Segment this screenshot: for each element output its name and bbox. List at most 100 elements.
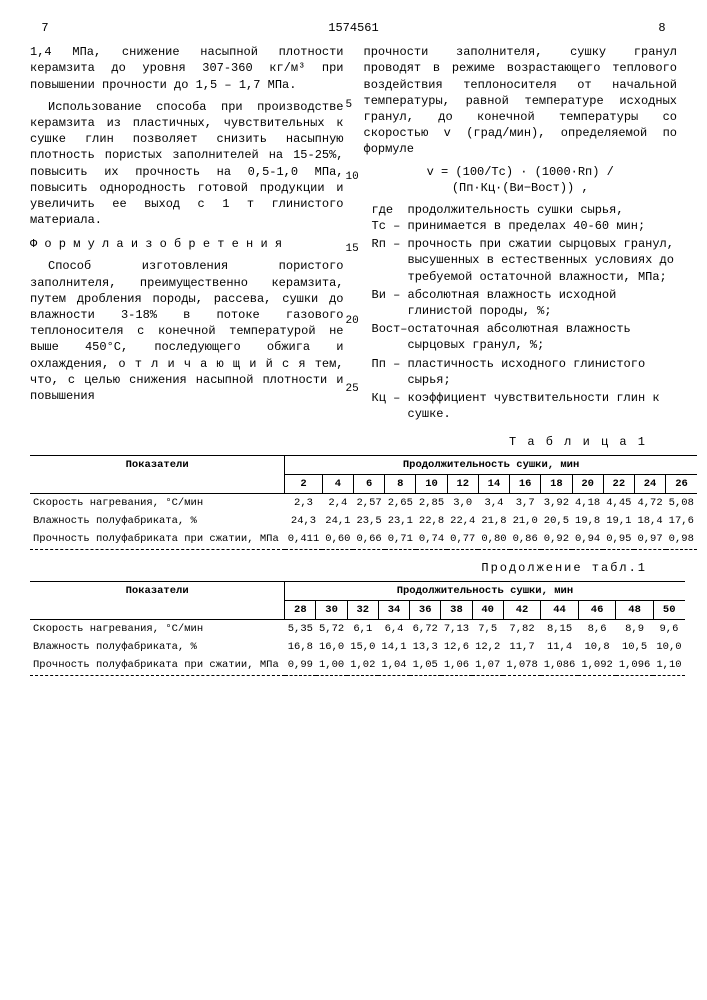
cell: 16,0: [316, 638, 347, 656]
col-header: 32: [347, 600, 378, 619]
table-row: Прочность полуфабриката при сжатии, МПа0…: [30, 530, 697, 548]
cell: 1,00: [316, 656, 347, 674]
cell: 5,08: [666, 493, 697, 512]
cell: 23,5: [353, 512, 384, 530]
cell: 1,086: [541, 656, 579, 674]
doc-number: 1574561: [60, 20, 647, 36]
row-label: Скорость нагревания, °С/мин: [30, 493, 285, 512]
cell: 4,72: [634, 493, 665, 512]
def-sym: Ви –: [372, 287, 408, 319]
cell: 0,92: [541, 530, 572, 548]
cell: 6,72: [410, 619, 441, 638]
cell: 7,82: [503, 619, 541, 638]
cell: 21,8: [478, 512, 509, 530]
col-header: 14: [478, 474, 509, 493]
formula: v = (100/Tс) · (1000·Rп) / (Пп·Кц·(Ви−Во…: [364, 164, 678, 196]
cell: 0,99: [285, 656, 316, 674]
left-p3: Способ изготовления пористого заполнител…: [30, 258, 344, 404]
cell: 0,86: [510, 530, 541, 548]
cell: 24,3: [285, 512, 323, 530]
cell: 0,95: [603, 530, 634, 548]
cell: 22,8: [416, 512, 447, 530]
cell: 2,65: [385, 493, 416, 512]
left-p2: Использование способа при производстве к…: [30, 99, 344, 229]
formula-title: Ф о р м у л а и з о б р е т е н и я: [30, 236, 344, 252]
table1-caption: Т а б л и ц а 1: [30, 434, 647, 450]
cell: 4,18: [572, 493, 603, 512]
cell: 24,1: [322, 512, 353, 530]
def-txt: остаточная абсолютная влажность сырцовых…: [408, 321, 678, 353]
col-header: 30: [316, 600, 347, 619]
cell: 3,4: [478, 493, 509, 512]
cell: 1,07: [472, 656, 503, 674]
table-row: Скорость нагревания, °С/мин2,32,42,572,6…: [30, 493, 697, 512]
cell: 4,45: [603, 493, 634, 512]
col-header: 8: [385, 474, 416, 493]
cell: 1,05: [410, 656, 441, 674]
cell: 9,6: [653, 619, 684, 638]
table-row: Скорость нагревания, °С/мин5,355,726,16,…: [30, 619, 685, 638]
def-sym: Rп –: [372, 236, 408, 285]
def-txt: прочность при сжатии сырцовых гранул, вы…: [408, 236, 678, 285]
right-p1: прочности заполнителя, сушку гранул пров…: [364, 44, 678, 157]
cell: 18,4: [634, 512, 665, 530]
cell: 2,85: [416, 493, 447, 512]
table2: Показатели Продолжительность сушки, мин …: [30, 581, 685, 677]
cell: 8,15: [541, 619, 579, 638]
col-header: 42: [503, 600, 541, 619]
cell: 23,1: [385, 512, 416, 530]
col-header: 34: [378, 600, 409, 619]
table-row: Влажность полуфабриката, %24,324,123,523…: [30, 512, 697, 530]
cell: 11,4: [541, 638, 579, 656]
def-row: Кц –коэффициент чувствительности глин к …: [372, 390, 678, 422]
table-row: Влажность полуфабриката, %16,816,015,014…: [30, 638, 685, 656]
def-row: Вост–остаточная абсолютная влажность сыр…: [372, 321, 678, 353]
col-header: 20: [572, 474, 603, 493]
cell: 11,7: [503, 638, 541, 656]
col-header: 22: [603, 474, 634, 493]
def-sym: Вост–: [372, 321, 408, 353]
cell: 0,77: [447, 530, 478, 548]
col-header: 24: [634, 474, 665, 493]
table1-header-main: Продолжительность сушки, мин: [285, 455, 697, 474]
line-num: 25: [346, 382, 359, 397]
col-header: 6: [353, 474, 384, 493]
row-label: Прочность полуфабриката при сжатии, МПа: [30, 656, 285, 674]
cell: 0,71: [385, 530, 416, 548]
table2-caption: Продолжение табл.1: [30, 560, 647, 576]
col-header: 12: [447, 474, 478, 493]
cell: 7,5: [472, 619, 503, 638]
col-header: 36: [410, 600, 441, 619]
table-row: Прочность полуфабриката при сжатии, МПа0…: [30, 656, 685, 674]
right-column: 5 10 15 20 25 прочности заполнителя, суш…: [364, 44, 678, 424]
def-txt: абсолютная влажность исходной глинистой …: [408, 287, 678, 319]
cell: 2,3: [285, 493, 323, 512]
def-row: Пп –пластичность исходного глинистого сы…: [372, 356, 678, 388]
cell: 0,66: [353, 530, 384, 548]
cell: 1,078: [503, 656, 541, 674]
col-header: 50: [653, 600, 684, 619]
cell: 20,5: [541, 512, 572, 530]
col-header: 40: [472, 600, 503, 619]
cell: 3,7: [510, 493, 541, 512]
col-header: 48: [616, 600, 654, 619]
row-label: Скорость нагревания, °С/мин: [30, 619, 285, 638]
cell: 0,411: [285, 530, 323, 548]
table1-col-label: Показатели: [30, 455, 285, 493]
col-header: 4: [322, 474, 353, 493]
page-left: 7: [30, 20, 60, 36]
line-num: 5: [346, 98, 353, 113]
col-header: 28: [285, 600, 316, 619]
def-txt: продолжительность сушки сырья, принимает…: [408, 202, 678, 234]
cell: 0,97: [634, 530, 665, 548]
cell: 12,2: [472, 638, 503, 656]
cell: 0,60: [322, 530, 353, 548]
def-row: где Тс –продолжительность сушки сырья, п…: [372, 202, 678, 234]
cell: 22,4: [447, 512, 478, 530]
cell: 0,94: [572, 530, 603, 548]
page-right: 8: [647, 20, 677, 36]
cell: 2,57: [353, 493, 384, 512]
col-header: 38: [441, 600, 472, 619]
col-header: 18: [541, 474, 572, 493]
col-header: 46: [578, 600, 616, 619]
